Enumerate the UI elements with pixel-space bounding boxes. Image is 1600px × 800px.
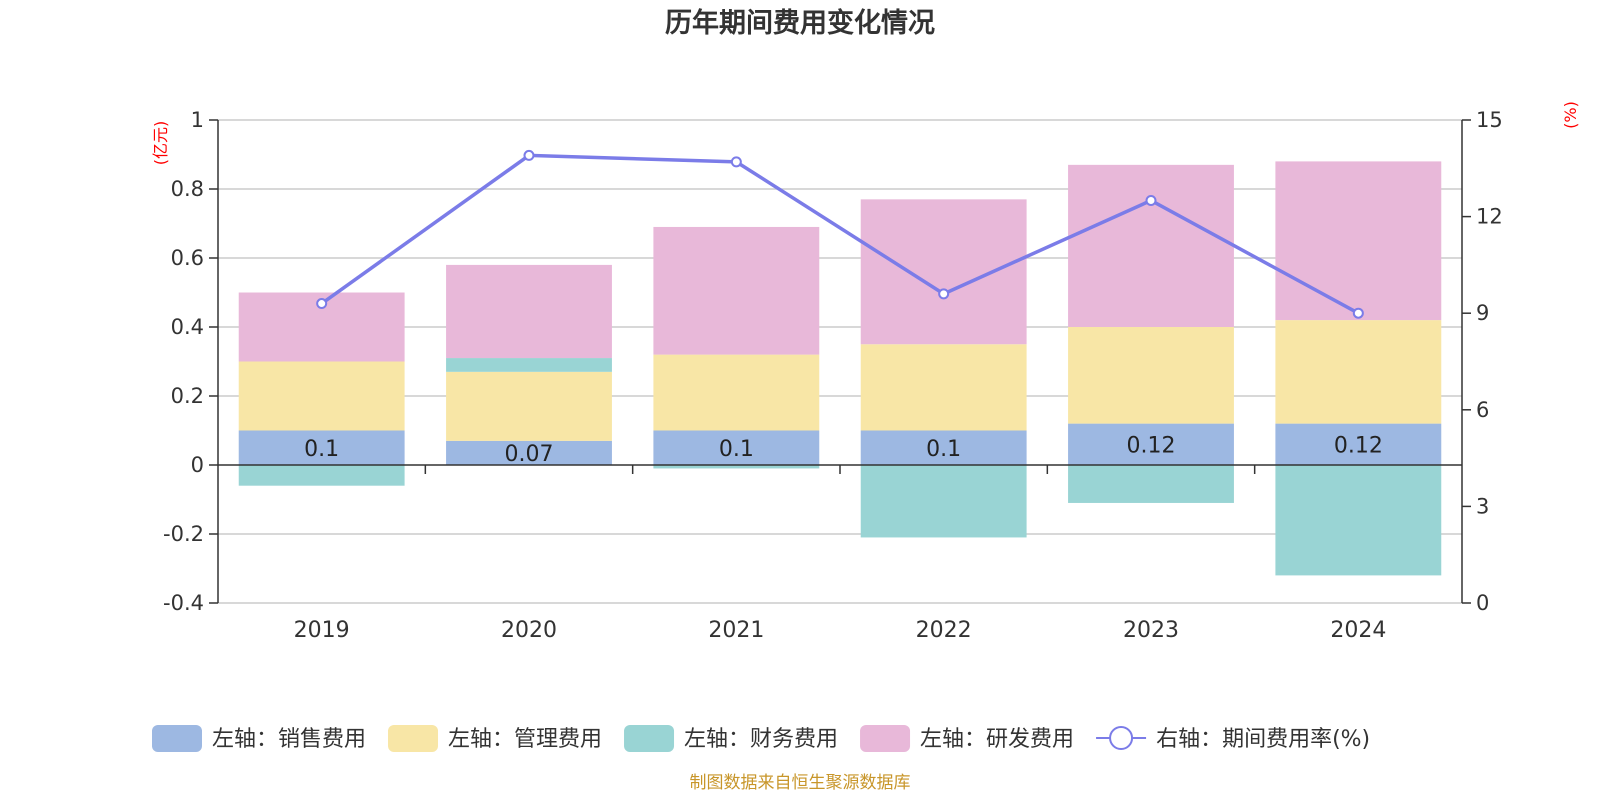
right-tick-label: 15	[1476, 108, 1503, 132]
grid	[218, 119, 1462, 604]
legend-label: 左轴：研发费用	[920, 727, 1074, 752]
bar-2024-series-1	[1275, 320, 1442, 424]
x-tick-label: 2024	[1330, 618, 1386, 643]
bar-2019-series-0	[238, 430, 405, 465]
x-tick-label: 2020	[501, 618, 557, 643]
rate-point-2020	[523, 149, 535, 161]
legend-item[interactable]: 左轴：财务费用	[624, 725, 838, 752]
legend-marker	[1109, 726, 1134, 750]
left-tick-label: 1	[191, 108, 204, 132]
bar-2020-series-0	[446, 440, 612, 465]
legend-swatch	[152, 725, 202, 752]
right-tick-label: 6	[1476, 398, 1489, 422]
bar-2021-series-3	[653, 226, 820, 355]
rate-line	[320, 153, 1360, 315]
left-tick-label: 0	[191, 453, 204, 477]
legend-label: 左轴：财务费用	[684, 727, 838, 752]
x-tick-label: 2021	[708, 618, 764, 643]
bar-2021-series-1	[653, 354, 820, 431]
right-axis-unit: (%)	[1561, 101, 1580, 129]
x-tick-label: 2023	[1123, 618, 1179, 643]
bar-2023-series-2	[1068, 465, 1234, 503]
right-tick-label: 3	[1476, 494, 1489, 518]
bar-data-label: 0.1	[304, 437, 339, 462]
legend-swatch	[624, 725, 675, 752]
legend-item[interactable]: 左轴：销售费用	[152, 725, 366, 752]
legend-label: 左轴：销售费用	[212, 727, 366, 752]
legend: 左轴：销售费用 左轴：管理费用 左轴：财务费用 左轴：研发费用 右轴：期间费用率(%)	[152, 725, 1370, 752]
bar-2024-series-3	[1275, 161, 1442, 321]
legend-item[interactable]: 左轴：管理费用	[388, 725, 602, 752]
bar-2023-series-1	[1068, 327, 1234, 424]
bar-data-label: 0.12	[1334, 433, 1383, 458]
source-note: 制图数据来自恒生聚源数据库	[690, 773, 911, 793]
left-tick-label: 0.2	[171, 384, 204, 408]
bar-2023-series-0	[1068, 423, 1234, 465]
legend-label: 右轴：期间费用率(%)	[1156, 727, 1370, 752]
right-tick-label: 9	[1476, 301, 1489, 325]
x-tick-label: 2019	[294, 618, 350, 643]
right-tick-label: 12	[1476, 205, 1503, 229]
rate-point-2023	[1145, 195, 1157, 206]
bar-2022-series-2	[860, 465, 1027, 538]
axes: 1 0.8 0.6 0.4 0.2 0 -0.2 -0.4 15 12 9 6 3 0 2019 2020 20…	[163, 108, 1503, 643]
rate-point-2024	[1352, 307, 1364, 319]
bar-2024-series-0	[1275, 423, 1442, 465]
bar-2023-series-3	[1068, 164, 1234, 327]
bars	[238, 161, 1442, 576]
left-tick-label: 0.8	[171, 177, 204, 201]
bar-labels: 0.1 0.07 0.1 0.1 0.12 0.12	[304, 433, 1383, 467]
left-tick-label: 0.4	[171, 315, 204, 339]
rate-point-2022	[938, 288, 950, 300]
legend-swatch	[388, 725, 439, 752]
bar-2022-series-0	[860, 430, 1027, 465]
rate-point-2021	[730, 156, 742, 168]
bar-data-label: 0.1	[719, 437, 754, 462]
legend-item[interactable]: 左轴：研发费用	[860, 725, 1074, 752]
left-tick-label: -0.4	[163, 591, 204, 615]
bar-2021-series-0	[653, 430, 820, 465]
bar-2020-series-1	[446, 371, 612, 441]
left-tick-label: 0.6	[171, 246, 204, 270]
bar-2022-series-3	[860, 199, 1027, 345]
left-tick-label: -0.2	[163, 522, 204, 546]
bar-2020-series-3	[446, 264, 612, 359]
bar-2020-series-2	[446, 358, 612, 372]
left-axis-unit: (亿元)	[151, 121, 170, 166]
bar-data-label: 0.1	[926, 437, 961, 462]
bar-2019-series-1	[238, 361, 405, 431]
rate-line-series	[316, 149, 1364, 319]
bar-2024-series-2	[1275, 465, 1442, 576]
bar-data-label: 0.12	[1127, 433, 1176, 458]
bar-data-label: 0.07	[505, 442, 554, 467]
rate-point-2019	[316, 298, 328, 310]
bar-2019-series-2	[238, 465, 405, 486]
legend-item[interactable]: 右轴：期间费用率(%)	[1096, 726, 1370, 752]
right-tick-label: 0	[1476, 591, 1489, 615]
legend-label: 左轴：管理费用	[448, 727, 602, 752]
chart-title: 历年期间费用变化情况	[665, 7, 935, 39]
legend-swatch	[860, 725, 911, 752]
bar-2021-series-2	[653, 465, 820, 469]
x-tick-label: 2022	[916, 618, 972, 643]
bar-2022-series-1	[860, 344, 1027, 431]
